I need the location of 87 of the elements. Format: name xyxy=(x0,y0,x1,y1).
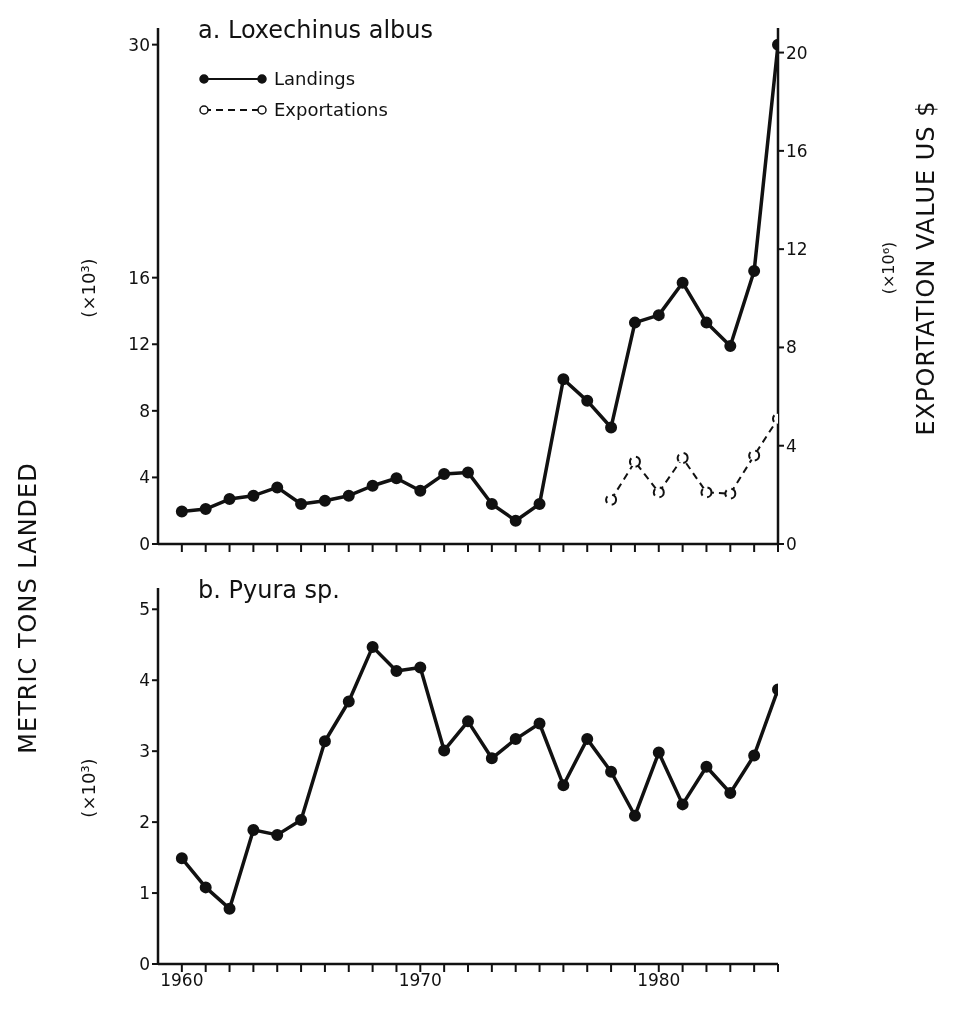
point xyxy=(557,373,570,386)
point xyxy=(414,484,427,497)
text: (×10³) xyxy=(77,758,99,818)
point xyxy=(438,468,451,481)
point xyxy=(700,316,713,329)
point xyxy=(628,455,641,468)
text: (×10³) xyxy=(77,258,99,318)
point xyxy=(295,813,308,826)
point xyxy=(581,394,594,407)
y-tick-label: 4 xyxy=(139,467,150,488)
y2-tick-label: 12 xyxy=(786,239,808,260)
y-tick-label: 12 xyxy=(128,334,150,355)
point xyxy=(748,449,761,462)
y2-tick-label: 4 xyxy=(786,435,797,456)
y-tick-label: 0 xyxy=(139,534,150,555)
point xyxy=(700,760,713,773)
point xyxy=(700,486,713,499)
point xyxy=(366,479,379,492)
point xyxy=(509,514,522,527)
point xyxy=(318,735,331,748)
point xyxy=(390,472,403,485)
point xyxy=(175,852,188,865)
point xyxy=(652,746,665,759)
y2-tick-label: 20 xyxy=(786,42,808,63)
y-tick-label: 3 xyxy=(139,741,150,762)
point xyxy=(223,493,236,506)
y-tick-label: 2 xyxy=(139,812,150,833)
point xyxy=(676,276,689,289)
point xyxy=(438,744,451,757)
point xyxy=(485,752,498,765)
point xyxy=(390,665,403,677)
point xyxy=(605,765,618,778)
point xyxy=(366,640,379,653)
point xyxy=(676,452,689,464)
point xyxy=(462,715,474,728)
x-tick-label: 1980 xyxy=(637,970,681,991)
y2-tick-label: 16 xyxy=(786,140,808,161)
y-tick-label: 16 xyxy=(128,267,150,288)
point xyxy=(605,493,618,506)
point xyxy=(724,487,737,500)
point xyxy=(342,489,355,502)
point xyxy=(295,498,308,511)
legend-label: Landings xyxy=(274,68,356,89)
y-tick-label: 0 xyxy=(139,954,150,975)
point xyxy=(271,481,284,494)
point xyxy=(676,798,689,811)
point xyxy=(318,494,331,507)
point xyxy=(199,503,212,516)
y-tick-label: 30 xyxy=(128,34,150,55)
point xyxy=(581,733,594,746)
point xyxy=(271,828,284,841)
point xyxy=(247,489,260,502)
y-axis-title: METRIC TONS LANDED xyxy=(14,462,42,754)
y2-tick-label: 8 xyxy=(786,337,797,358)
point xyxy=(724,339,737,352)
point xyxy=(724,787,737,800)
point xyxy=(628,316,641,329)
point xyxy=(652,486,665,499)
y-tick-label: 8 xyxy=(139,400,150,421)
point xyxy=(414,661,427,674)
y-tick-label: 1 xyxy=(139,883,150,904)
point xyxy=(509,733,522,746)
y2-axis-title: EXPORTATION VALUE US $ xyxy=(912,100,940,436)
point xyxy=(342,695,355,708)
text: (×10⁶) xyxy=(878,241,898,295)
point xyxy=(533,717,546,730)
chart-title: b. Pyura sp. xyxy=(198,576,340,604)
point xyxy=(485,498,498,511)
point xyxy=(605,421,618,434)
point xyxy=(533,498,546,511)
point xyxy=(199,881,212,894)
y2-tick-label: 0 xyxy=(786,534,797,555)
point xyxy=(748,265,761,278)
y-tick-label: 4 xyxy=(139,670,150,691)
x-tick-label: 1960 xyxy=(160,970,204,991)
point xyxy=(628,809,641,822)
y-tick-label: 5 xyxy=(139,599,150,620)
x-tick-label: 1970 xyxy=(398,970,442,991)
legend-label: Exportations xyxy=(274,99,388,120)
point xyxy=(652,309,665,322)
point xyxy=(247,823,260,836)
point xyxy=(462,466,474,479)
point xyxy=(557,779,570,792)
point xyxy=(748,749,761,762)
point xyxy=(175,505,188,518)
point xyxy=(223,902,236,915)
chart-title: a. Loxechinus albus xyxy=(198,16,434,44)
